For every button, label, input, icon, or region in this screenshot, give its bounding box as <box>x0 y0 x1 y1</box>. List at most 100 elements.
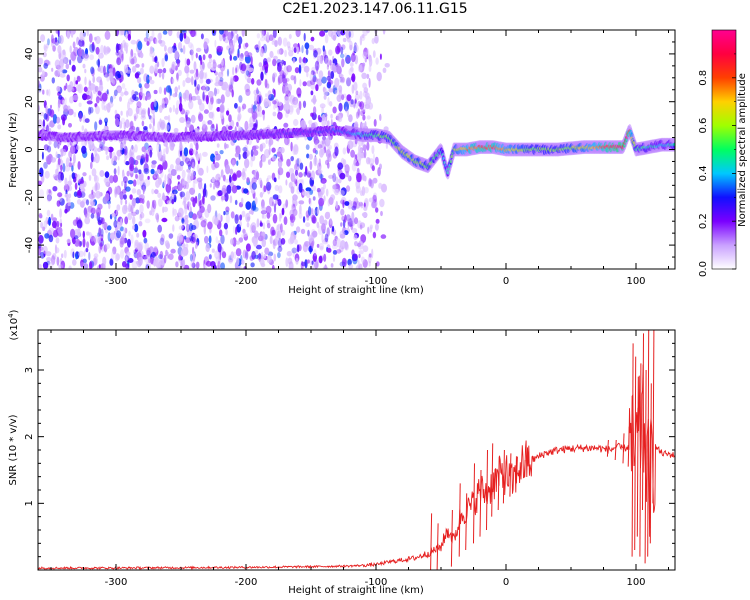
heatmap-cell <box>272 58 277 67</box>
heatmap-cell <box>160 121 165 131</box>
heatmap-cell <box>178 225 184 231</box>
heatmap-cell <box>86 231 90 236</box>
heatmap-cell <box>289 213 296 223</box>
heatmap-cell <box>90 84 94 91</box>
heatmap-cell <box>236 170 242 178</box>
heatmap-cell <box>238 265 243 269</box>
heatmap-cell <box>89 198 96 206</box>
heatmap-cell <box>178 85 181 90</box>
heatmap-cell <box>324 233 329 243</box>
heatmap-cell <box>323 195 326 202</box>
heatmap-cell <box>362 109 366 115</box>
heatmap-cell <box>347 216 350 223</box>
heatmap-cell <box>367 53 371 60</box>
heatmap-cell <box>166 186 170 195</box>
heatmap-cell <box>69 87 75 92</box>
heatmap-cell <box>115 209 118 216</box>
heatmap-cell <box>283 122 289 128</box>
heatmap-cell <box>229 195 233 204</box>
heatmap-cell <box>46 194 52 202</box>
heatmap-cell <box>79 112 82 122</box>
heatmap-cell <box>260 251 264 259</box>
heatmap-cell <box>274 228 279 238</box>
heatmap-cell <box>151 55 155 62</box>
heatmap-cell <box>173 185 179 190</box>
heatmap-cell <box>158 198 163 207</box>
heatmap-cell <box>229 168 234 175</box>
heatmap-cell <box>267 159 271 166</box>
heatmap-cell <box>312 252 317 262</box>
heatmap-cell <box>206 165 209 174</box>
heatmap-cell <box>183 203 189 210</box>
heatmap-cell <box>277 159 283 168</box>
heatmap-cell <box>156 263 160 269</box>
spectrogram-x-axis-label: Height of straight line (km) <box>288 285 424 296</box>
heatmap-cell <box>134 223 139 233</box>
heatmap-cell <box>151 163 156 169</box>
heatmap-cell <box>68 174 72 184</box>
heatmap-cell <box>38 104 40 113</box>
heatmap-cell <box>266 255 272 264</box>
heatmap-cell <box>161 195 167 201</box>
heatmap-cell <box>116 230 122 239</box>
heatmap-cell <box>162 160 168 170</box>
heatmap-cell <box>294 169 299 176</box>
heatmap-cell <box>154 189 159 195</box>
heatmap-cell <box>189 206 192 216</box>
heatmap-cell <box>143 37 148 42</box>
heatmap-cell <box>303 65 310 73</box>
heatmap-cell <box>339 230 346 239</box>
heatmap-cell <box>316 65 319 75</box>
heatmap-cell <box>48 140 52 145</box>
heatmap-cell <box>45 124 49 133</box>
heatmap-cell <box>224 192 229 202</box>
heatmap-cell <box>207 90 214 98</box>
heatmap-cell <box>167 46 174 54</box>
heatmap-cell <box>54 59 61 68</box>
heatmap-cell <box>293 75 297 85</box>
heatmap-cell <box>220 169 224 178</box>
heatmap-cell <box>262 43 268 54</box>
heatmap-cell <box>347 174 351 182</box>
heatmap-cell <box>81 145 87 154</box>
heatmap-cell <box>375 261 380 267</box>
heatmap-cell <box>225 214 230 224</box>
heatmap-cell <box>55 168 59 176</box>
heatmap-cell <box>244 120 249 131</box>
heatmap-cell <box>273 253 277 262</box>
heatmap-cell <box>90 91 93 101</box>
heatmap-cell <box>211 248 215 253</box>
heatmap-cell <box>217 64 223 69</box>
heatmap-cell <box>296 87 302 97</box>
heatmap-cell <box>179 117 186 123</box>
heatmap-cell <box>138 83 142 88</box>
heatmap-cell <box>245 250 249 261</box>
heatmap-cell <box>170 248 176 254</box>
heatmap-cell <box>277 238 283 248</box>
heatmap-cell <box>237 36 243 45</box>
heatmap-cell <box>157 68 163 74</box>
heatmap-cell <box>202 84 209 93</box>
heatmap-cell <box>362 114 366 121</box>
heatmap-cell <box>143 163 149 173</box>
heatmap-cell <box>88 193 95 200</box>
heatmap-cell <box>285 179 288 186</box>
heatmap-cell <box>42 261 49 269</box>
heatmap-cell <box>357 108 360 116</box>
heatmap-cell <box>328 88 334 93</box>
heatmap-cell <box>42 52 47 58</box>
heatmap-cell <box>162 67 167 74</box>
heatmap-cell <box>156 169 161 174</box>
snr-spike <box>627 426 630 467</box>
heatmap-cell <box>174 215 180 222</box>
heatmap-cell <box>144 218 151 224</box>
heatmap-cell <box>332 34 337 41</box>
heatmap-cell <box>34 126 38 134</box>
heatmap-cell <box>106 155 110 161</box>
heatmap-cell <box>158 39 163 44</box>
heatmap-cell <box>154 55 158 64</box>
heatmap-cell <box>114 117 120 127</box>
heatmap-cell <box>244 163 247 172</box>
heatmap-cell <box>262 222 266 230</box>
heatmap-cell <box>274 40 278 47</box>
